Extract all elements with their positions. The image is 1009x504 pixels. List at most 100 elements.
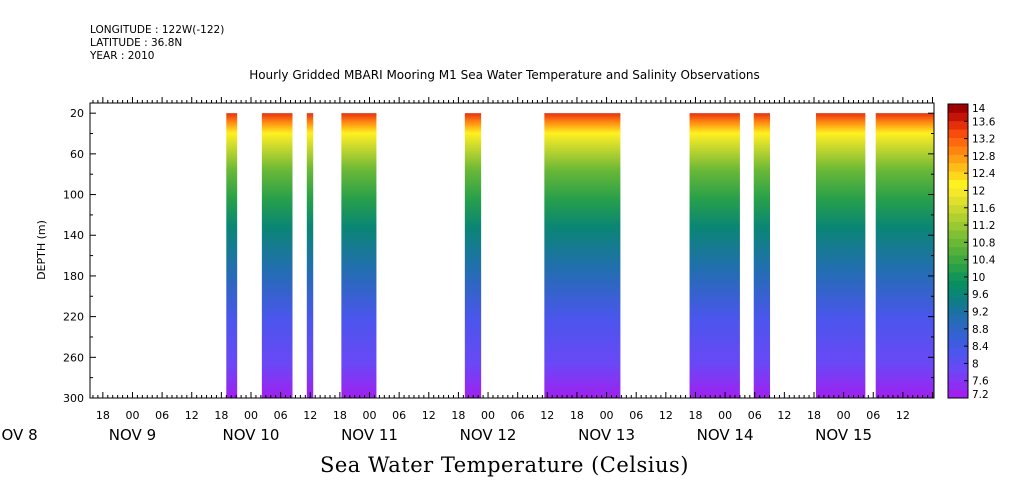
colorbar-label: 8.8 bbox=[972, 324, 989, 336]
colorbar-frame bbox=[947, 103, 969, 399]
y-axis-label: DEPTH (m) bbox=[35, 220, 48, 280]
x-date-label: NOV 14 bbox=[697, 426, 754, 444]
year-label: YEAR : 2010 bbox=[90, 50, 155, 62]
colorbar-swatch bbox=[948, 129, 968, 138]
colorbar-label: 10.8 bbox=[972, 237, 995, 249]
x-tick-label: 12 bbox=[659, 409, 673, 422]
colorbar-label: 8.4 bbox=[972, 341, 989, 353]
colorbar-swatch bbox=[948, 339, 968, 348]
longitude-label: LONGITUDE : 122W(-122) bbox=[90, 24, 225, 36]
x-date-label: NOV 13 bbox=[578, 426, 635, 444]
data-segment-1 bbox=[261, 113, 293, 398]
colorbar-swatch bbox=[948, 154, 968, 164]
colorbar-swatch bbox=[948, 381, 968, 390]
colorbar-label: 13.2 bbox=[972, 134, 995, 146]
latitude-label: LATITUDE : 36.8N bbox=[90, 37, 183, 49]
chart-subtitle: Sea Water Temperature (Celsius) bbox=[319, 453, 689, 477]
y-tick-label: 180 bbox=[63, 270, 84, 283]
x-tick-label: 00 bbox=[600, 409, 614, 422]
x-tick-label: 18 bbox=[688, 409, 702, 422]
x-date-label: NOV 10 bbox=[223, 426, 280, 444]
colorbar-swatch bbox=[948, 112, 968, 122]
colorbar-swatch bbox=[948, 221, 968, 231]
y-tick-label: 300 bbox=[63, 392, 84, 405]
colorbar-swatch bbox=[948, 280, 968, 290]
x-tick-label: 18 bbox=[570, 409, 584, 422]
chart-title: Hourly Gridded MBARI Mooring M1 Sea Wate… bbox=[249, 68, 760, 82]
x-tick-label: 12 bbox=[896, 409, 910, 422]
colorbar-label: 8 bbox=[972, 358, 979, 370]
colorbar-swatch bbox=[948, 179, 968, 189]
colorbar-swatch bbox=[948, 213, 968, 222]
colorbar-label: 14 bbox=[972, 103, 986, 115]
x-tick-label: 00 bbox=[837, 409, 851, 422]
x-tick-label: 18 bbox=[333, 409, 347, 422]
x-tick-label: 06 bbox=[274, 409, 288, 422]
data-segment-3 bbox=[341, 113, 377, 398]
colorbar-label: 13.6 bbox=[972, 116, 996, 128]
colorbar-swatch bbox=[948, 137, 968, 147]
data-segment-8 bbox=[815, 113, 866, 398]
colorbar-label: 9.6 bbox=[972, 289, 989, 301]
metadata-block: LONGITUDE : 122W(-122) LATITUDE : 36.8N … bbox=[90, 24, 224, 63]
colorbar-label: 7.2 bbox=[972, 389, 989, 401]
colorbar-label: 12.4 bbox=[972, 168, 996, 180]
x-tick-label: 00 bbox=[125, 409, 139, 422]
x-tick-label: 06 bbox=[155, 409, 169, 422]
x-date-label: NOV 8 bbox=[0, 426, 38, 444]
x-date-label: NOV 11 bbox=[341, 426, 398, 444]
colorbar-label: 11.2 bbox=[972, 220, 995, 232]
colorbar-swatch bbox=[948, 146, 968, 155]
x-tick-label: 06 bbox=[748, 409, 762, 422]
x-tick-label: 12 bbox=[185, 409, 199, 422]
y-tick-label: 220 bbox=[63, 311, 84, 324]
y-tick-label: 20 bbox=[70, 107, 84, 120]
y-tick-label: 100 bbox=[63, 189, 84, 202]
x-date-label: NOV 9 bbox=[109, 426, 156, 444]
x-tick-label: 00 bbox=[244, 409, 258, 422]
x-date-label: NOV 15 bbox=[815, 426, 872, 444]
x-tick-label: 00 bbox=[481, 409, 495, 422]
y-tick-label: 260 bbox=[63, 351, 84, 364]
data-segment-9 bbox=[875, 113, 934, 398]
colorbar-swatch bbox=[948, 297, 968, 306]
colorbar-swatch bbox=[948, 314, 968, 323]
x-tick-label: 06 bbox=[392, 409, 406, 422]
x-tick-label: 06 bbox=[866, 409, 880, 422]
x-tick-label: 12 bbox=[777, 409, 791, 422]
colorbar-swatch bbox=[948, 305, 968, 315]
x-tick-label: 18 bbox=[807, 409, 821, 422]
data-segment-0 bbox=[226, 113, 238, 398]
y-tick-label: 140 bbox=[63, 229, 84, 242]
colorbar-swatch bbox=[948, 120, 968, 130]
colorbar-label: 7.6 bbox=[972, 376, 989, 388]
colorbar-label: 10.4 bbox=[972, 255, 996, 267]
colorbar-swatch bbox=[948, 272, 968, 281]
colorbar-label: 12.8 bbox=[972, 151, 995, 163]
x-tick-label: 00 bbox=[363, 409, 377, 422]
x-tick-label: 06 bbox=[511, 409, 525, 422]
colorbar-swatch bbox=[948, 263, 968, 273]
colorbar-label: 9.2 bbox=[972, 307, 989, 319]
colorbar-swatch bbox=[948, 204, 968, 214]
colorbar-swatch bbox=[948, 171, 968, 180]
data-segment-6 bbox=[689, 113, 740, 398]
x-tick-label: 00 bbox=[718, 409, 732, 422]
colorbar-swatch bbox=[948, 288, 968, 298]
x-date-label: NOV 12 bbox=[460, 426, 517, 444]
x-tick-label: 12 bbox=[540, 409, 554, 422]
colorbar-swatch bbox=[948, 246, 968, 256]
x-tick-label: 06 bbox=[629, 409, 643, 422]
x-axis-ticks: 18 00 06 12 18 00 06 12 18 00 06 12 18 00 06 12 18 00 06 12… bbox=[0, 97, 934, 444]
x-tick-label: 18 bbox=[214, 409, 228, 422]
x-tick-label: 12 bbox=[422, 409, 436, 422]
colorbar-swatch bbox=[948, 230, 968, 239]
x-tick-label: 18 bbox=[451, 409, 465, 422]
colorbar-swatch bbox=[948, 347, 968, 357]
x-tick-label: 18 bbox=[96, 409, 110, 422]
data-segment-4 bbox=[464, 113, 482, 398]
colorbar-label: 12 bbox=[972, 185, 985, 197]
data-segments bbox=[226, 113, 934, 398]
